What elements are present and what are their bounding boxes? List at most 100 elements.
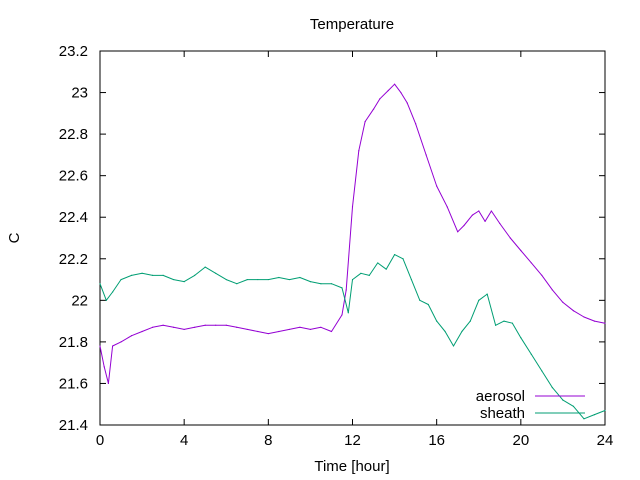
data-point-aerosol [583,316,585,318]
data-point-sheath [503,320,505,322]
data-point-sheath [593,414,596,416]
data-point-sheath [162,274,164,276]
data-point-sheath [141,272,143,274]
data-point-aerosol [520,249,522,252]
data-point-aerosol [194,326,196,328]
data-point-sheath [299,276,301,279]
y-tick-label: 21.8 [59,334,88,351]
data-point-aerosol [446,206,448,208]
data-point-sheath [583,418,585,420]
data-point-sheath [152,274,154,276]
data-point-sheath [309,281,312,283]
y-tick-label: 23 [71,85,88,102]
data-point-sheath [377,262,379,264]
data-point-sheath [99,283,101,285]
data-point-sheath [572,405,575,407]
data-point-aerosol [358,150,360,152]
data-point-aerosol [593,320,596,322]
data-point-sheath [444,330,446,333]
data-point-sheath [530,353,532,355]
legend-label-sheath: sheath [480,405,525,422]
data-point-sheath [368,274,370,276]
data-point-aerosol [320,326,322,328]
data-point-aerosol [183,328,185,331]
data-point-sheath [551,387,553,389]
data-point-aerosol [541,274,543,276]
x-tick-label: 0 [96,432,104,449]
y-tick-label: 23.2 [59,43,88,60]
data-point-sheath [236,283,238,285]
data-point-aerosol [246,328,248,331]
data-point-aerosol [152,326,154,328]
data-point-aerosol [530,262,532,264]
data-point-sheath [347,312,349,314]
y-tick-label: 22 [71,292,88,309]
data-point-sheath [215,272,217,274]
y-tick-label: 22.2 [59,251,88,268]
data-point-aerosol [299,326,301,328]
data-point-aerosol [288,328,290,331]
data-point-aerosol [103,366,105,368]
data-point-sheath [410,278,413,281]
data-point-sheath [267,278,269,281]
data-point-sheath [436,320,438,322]
data-point-aerosol [572,310,575,312]
data-point-aerosol [173,326,175,328]
plot-frame [99,50,606,426]
data-point-aerosol [330,330,333,333]
data-point-aerosol [257,330,259,333]
data-point-aerosol [351,206,354,208]
series-layer [99,83,606,420]
data-point-sheath [562,399,564,401]
data-point-aerosol [141,330,143,333]
data-point-aerosol [236,326,238,328]
data-point-sheath [320,283,322,285]
data-point-sheath [494,324,497,326]
data-point-sheath [130,274,133,276]
series-line-aerosol [99,83,606,384]
data-point-aerosol [425,154,427,156]
data-point-sheath [105,299,107,301]
data-point-aerosol [400,91,402,94]
data-point-aerosol [345,289,347,291]
data-point-sheath [393,254,396,256]
data-point-sheath [469,320,471,322]
y-tick-label: 21.6 [59,375,88,392]
data-point-aerosol [509,237,511,239]
data-point-aerosol [471,214,474,216]
data-point-sheath [278,276,280,279]
data-point-aerosol [379,98,381,100]
data-point-sheath [419,299,421,301]
data-point-aerosol [278,330,280,333]
data-point-sheath [541,370,543,372]
data-point-aerosol [415,123,417,125]
data-point-aerosol [463,224,465,227]
data-point-aerosol [99,345,101,347]
data-point-sheath [288,278,290,281]
data-point-aerosol [162,324,164,326]
data-point-sheath [520,337,522,339]
data-point-aerosol [562,301,564,304]
data-point-sheath [225,278,227,281]
data-point-aerosol [551,289,553,291]
x-tick-label: 12 [344,432,361,449]
data-point-sheath [452,345,455,347]
axis-ticks: 0 4 8 12 16 20 24 21.4 21.6 21.8 22 22.2 22.4 22.6 22.… [59,43,614,449]
data-point-sheath [604,409,606,412]
data-point-sheath [194,274,196,276]
data-point-aerosol [204,324,206,326]
data-point-aerosol [406,102,408,104]
data-point-aerosol [604,322,606,324]
data-point-sheath [330,283,333,285]
y-tick-label: 22.4 [59,209,88,226]
data-point-aerosol [120,341,122,343]
x-tick-label: 20 [512,432,529,449]
data-point-sheath [341,287,343,289]
data-point-sheath [486,293,488,295]
data-point-aerosol [112,345,114,347]
data-point-sheath [112,291,114,293]
data-point-sheath [427,303,429,306]
data-point-sheath [385,268,387,270]
chart-title: Temperature [310,16,394,33]
